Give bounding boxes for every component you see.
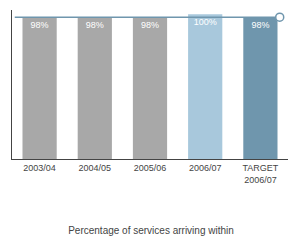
svg-text:2003/04: 2003/04 <box>23 163 56 173</box>
svg-text:2006/07: 2006/07 <box>189 163 222 173</box>
svg-text:98%: 98% <box>141 20 159 30</box>
svg-text:98%: 98% <box>31 20 49 30</box>
svg-text:Percentage of services arrivin: Percentage of services arriving within‘o… <box>68 225 234 239</box>
svg-text:98%: 98% <box>251 20 269 30</box>
svg-text:100%: 100% <box>194 17 217 27</box>
svg-text:98%: 98% <box>86 20 104 30</box>
svg-text:2004/05: 2004/05 <box>79 163 112 173</box>
svg-text:TARGET2006/07: TARGET2006/07 <box>242 163 278 185</box>
svg-text:2005/06: 2005/06 <box>134 163 167 173</box>
